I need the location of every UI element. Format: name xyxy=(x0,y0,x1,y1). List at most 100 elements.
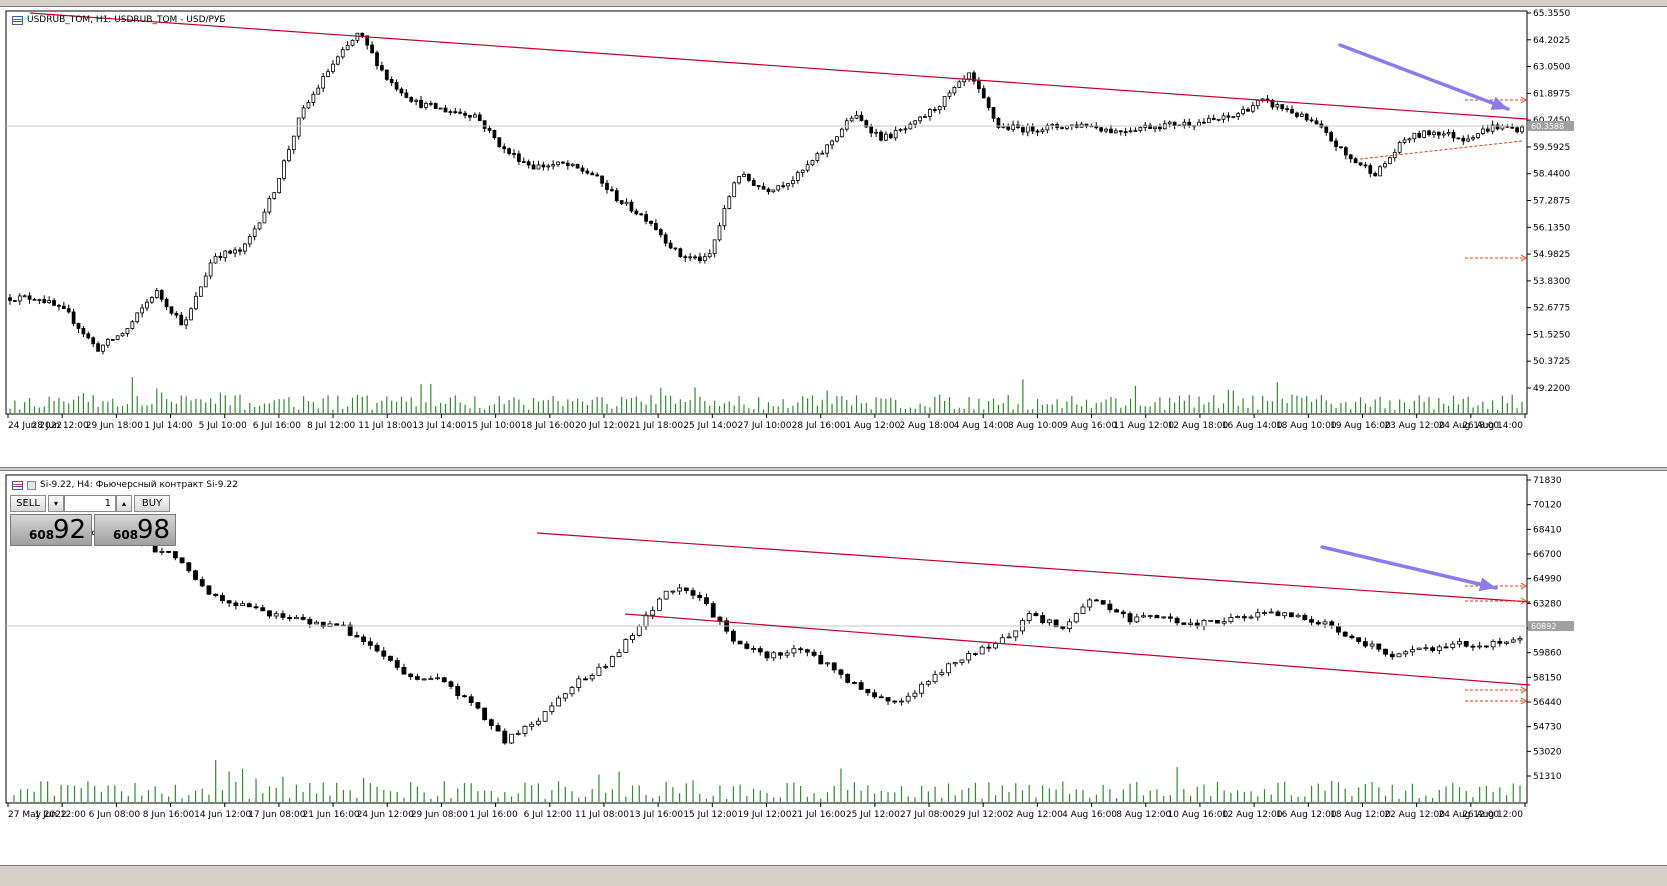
buy-price-button[interactable]: 608 98 xyxy=(94,514,176,546)
candle-body xyxy=(1241,108,1245,115)
candle-body xyxy=(408,673,414,677)
candle-body xyxy=(1127,613,1133,623)
current-price-tag-text: 60892 xyxy=(1531,622,1556,631)
candle-body xyxy=(1087,599,1093,608)
candle-body xyxy=(495,725,501,732)
candle-body xyxy=(482,120,487,129)
candle-body xyxy=(1412,132,1417,140)
candle-body xyxy=(810,160,815,166)
usdrub-chart-canvas[interactable]: 65.355064.202563.050061.897560.745059.59… xyxy=(0,7,1667,469)
usdrub-chart-window[interactable]: 65.355064.202563.050061.897560.745059.59… xyxy=(0,6,1667,468)
candle-body xyxy=(307,618,313,625)
candle-body xyxy=(218,255,223,259)
candle-body xyxy=(663,590,669,600)
candle-body xyxy=(585,170,590,174)
candle-body xyxy=(614,190,619,201)
candle-body xyxy=(751,648,756,650)
candle-body xyxy=(1255,99,1260,107)
buy-button[interactable]: BUY xyxy=(134,495,170,512)
candle-body xyxy=(737,176,741,184)
candle-body xyxy=(1045,125,1050,131)
one-click-trade-panel: SELL ▾ 1 ▴ BUY 608 92 608 98 xyxy=(10,495,176,547)
candle-body xyxy=(976,80,981,90)
level-marker-arrowhead xyxy=(1520,686,1527,694)
candle-body xyxy=(874,131,878,134)
usdrub-title-text: USDRUB_TOM, H1: USDRUB_TOM - USD/РУБ xyxy=(27,15,226,25)
candle-body xyxy=(683,587,689,592)
candle-body xyxy=(213,255,218,264)
candle-body xyxy=(1334,140,1338,148)
time-axis-label: 12 Aug 12:00 xyxy=(1222,810,1283,820)
time-axis-label: 19 Aug 16:00 xyxy=(1330,421,1391,431)
candle-body xyxy=(350,39,355,46)
si-futures-chart-canvas[interactable]: 7183070120684106670064990632806157059860… xyxy=(0,471,1667,867)
candle-body xyxy=(507,148,511,154)
candle-body xyxy=(616,651,622,657)
candle-body xyxy=(32,298,37,301)
one-click-trading-icon[interactable] xyxy=(27,480,36,490)
candle-body xyxy=(428,103,433,105)
candle-body xyxy=(590,172,595,176)
candle-body xyxy=(1476,133,1480,138)
chart-window-icon[interactable] xyxy=(12,15,23,25)
candle-body xyxy=(825,144,830,154)
si-futures-chart-window[interactable]: 7183070120684106670064990632806157059860… xyxy=(0,470,1667,866)
time-axis-label: 27 Jul 10:00 xyxy=(738,421,792,431)
plot-frame xyxy=(5,474,1528,804)
candle-body xyxy=(1215,619,1220,624)
candle-body xyxy=(981,88,986,99)
candle-body xyxy=(414,676,420,680)
sell-price-button[interactable]: 608 92 xyxy=(10,514,92,546)
candle-body xyxy=(1383,648,1388,655)
candle-body xyxy=(1080,606,1086,614)
candle-body xyxy=(804,649,810,653)
candle-body xyxy=(688,256,693,259)
candle-body xyxy=(932,674,938,683)
candle-body xyxy=(786,183,790,187)
candle-body xyxy=(1030,125,1035,132)
lot-decrease-button[interactable]: ▾ xyxy=(48,495,64,512)
price-axis-label: 50.3725 xyxy=(1533,357,1570,367)
candle-body xyxy=(179,557,185,564)
candle-body xyxy=(1369,643,1375,647)
annotation-arrow-head xyxy=(1478,577,1496,592)
candle-body xyxy=(1520,126,1524,133)
time-axis-label: 10 Aug 16:00 xyxy=(1168,810,1229,820)
candle-body xyxy=(851,682,857,684)
candle-body xyxy=(1241,616,1247,619)
candle-body xyxy=(515,733,521,735)
candle-body xyxy=(764,651,770,659)
candle-body xyxy=(477,114,482,122)
candle-body xyxy=(644,214,648,222)
level-marker-arrowhead xyxy=(1520,597,1527,605)
level-marker-arrowhead xyxy=(1520,697,1527,705)
candle-body xyxy=(512,153,516,155)
price-axis-label: 52.6775 xyxy=(1533,304,1570,314)
candle-body xyxy=(291,135,296,151)
sell-button[interactable]: SELL xyxy=(10,495,46,512)
candle-body xyxy=(1109,128,1113,134)
candle-body xyxy=(952,662,958,665)
annotation-arrow xyxy=(1320,545,1498,590)
candle-body xyxy=(293,616,299,620)
candle-body xyxy=(892,700,898,703)
lot-increase-button[interactable]: ▴ xyxy=(116,495,132,512)
candle-body xyxy=(1285,108,1289,111)
lot-size-input[interactable]: 1 xyxy=(64,495,116,512)
candle-body xyxy=(438,107,443,110)
candle-body xyxy=(747,174,751,181)
candle-body xyxy=(314,621,319,625)
time-axis-label: 11 Jul 18:00 xyxy=(358,421,412,431)
candle-body xyxy=(756,185,761,187)
candle-body xyxy=(311,93,316,103)
candle-body xyxy=(492,129,497,139)
candle-body xyxy=(101,344,105,352)
time-axis-label: 24 Jun 2022 xyxy=(8,421,62,431)
chart-window-icon[interactable] xyxy=(12,480,23,490)
candle-body xyxy=(252,228,257,237)
time-axis-label: 28 Jul 16:00 xyxy=(792,421,846,431)
candle-body xyxy=(879,131,883,141)
candle-body xyxy=(389,79,394,83)
candle-body xyxy=(365,35,370,46)
candle-body xyxy=(757,648,763,653)
